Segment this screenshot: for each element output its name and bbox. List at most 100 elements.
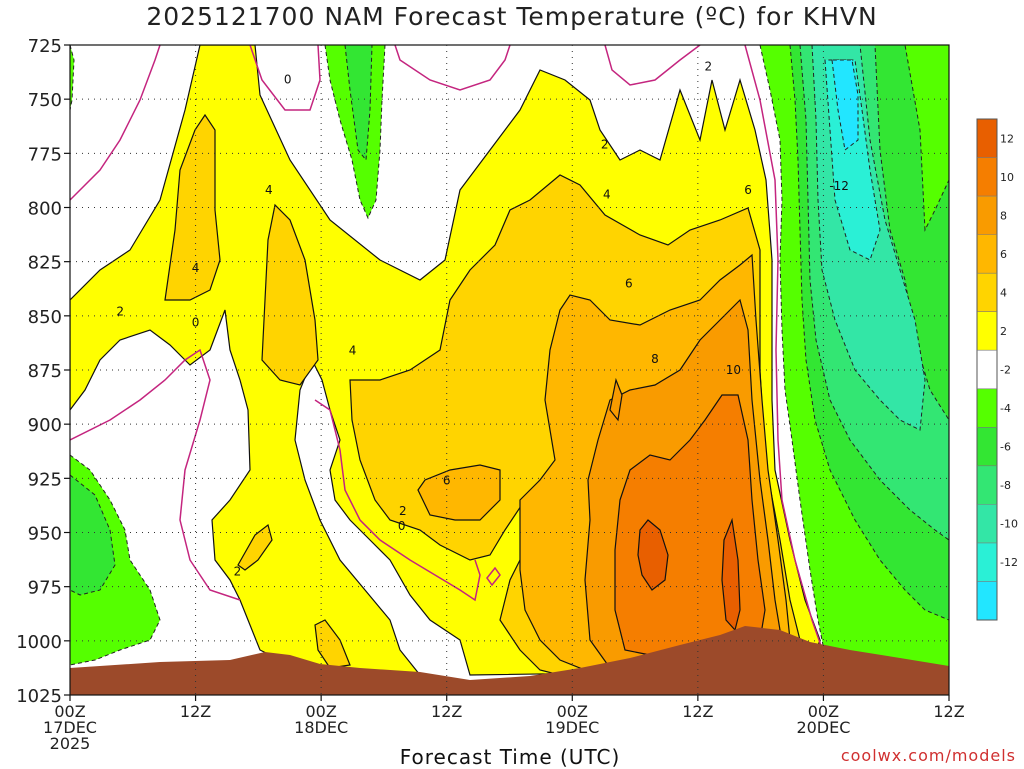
colorbar-label-0: 12 xyxy=(1000,132,1014,145)
temp-region-minus14 xyxy=(831,59,859,151)
contour-label-12: 8 xyxy=(651,352,659,366)
zero-contour-west-2 xyxy=(70,348,241,601)
x-tick-label-24-1: 18DEC xyxy=(294,718,348,737)
plot-area xyxy=(70,45,949,695)
temp-region-8to10-small xyxy=(609,377,623,422)
y-tick-label-850: 850 xyxy=(28,307,62,328)
terrain-surface xyxy=(70,626,949,695)
contour-label-10: 0 xyxy=(192,315,200,329)
x-axis-title: Forecast Time (UTC) xyxy=(399,745,621,769)
colorbar-label-8: -6 xyxy=(1000,441,1011,454)
y-tick-label-975: 975 xyxy=(28,578,62,599)
y-tick-label-750: 750 xyxy=(28,90,62,111)
x-tick-label-72-0: 00Z xyxy=(808,702,839,721)
zero-contour-center xyxy=(314,399,481,602)
contour-label-14: 6 xyxy=(443,474,451,488)
x-tick-label-48-0: 00Z xyxy=(557,702,588,721)
colorbar-label-7: -4 xyxy=(1000,402,1011,415)
x-tick-label-12-0: 12Z xyxy=(180,702,211,721)
colorbar-label-4: 4 xyxy=(1000,286,1007,299)
contour-label-6: -12 xyxy=(829,179,849,193)
temp-region-4to6-small xyxy=(314,619,351,669)
contour-label-8: 6 xyxy=(625,276,633,290)
contour-label-0: 0 xyxy=(284,73,292,87)
temp-region-cold-pocket-topleft xyxy=(70,45,75,111)
colorbar-label-10: -10 xyxy=(1000,518,1018,531)
colorbar-bin-2_4 xyxy=(977,311,997,351)
temp-region-4to6-sw xyxy=(237,523,273,571)
zero-contour-north-2 xyxy=(394,45,511,91)
contour-label-17: 2 xyxy=(234,565,242,579)
y-tick-label-900: 900 xyxy=(28,415,62,436)
colorbar-label-2: 8 xyxy=(1000,209,1007,222)
colorbar-label-9: -8 xyxy=(1000,479,1011,492)
colorbar: 12 10 8 6 4 2 -2 -4 -6 -8 -10 -12 xyxy=(976,118,1018,621)
y-tick-label-950: 950 xyxy=(28,524,62,545)
colorbar-bin--2_2 xyxy=(977,350,997,389)
x-tick-label-84-0: 12Z xyxy=(933,702,964,721)
contour-label-3: 4 xyxy=(265,183,273,197)
contour-label-9: 2 xyxy=(116,305,124,319)
zero-contour-north xyxy=(249,45,321,111)
y-tick-label-800: 800 xyxy=(28,199,62,220)
colorbar-bin--4_-2 xyxy=(977,388,997,428)
temp-region-12to14-b xyxy=(721,517,741,632)
colorbar-bin--10_-8 xyxy=(977,504,997,543)
temp-region-cold-pocket-top-inner xyxy=(344,45,373,162)
contour-label-11: 4 xyxy=(349,344,357,358)
contour-label-13: 10 xyxy=(726,363,741,377)
contour-label-7: 4 xyxy=(192,261,200,275)
x-tick-label-48-1: 19DEC xyxy=(545,718,599,737)
contour-label-4: 4 xyxy=(603,188,611,202)
colorbar-bin-6_8 xyxy=(977,234,997,274)
colorbar-bin-4_6 xyxy=(977,273,997,312)
colorbar-bin--8_-6 xyxy=(977,465,997,505)
grid xyxy=(70,45,949,695)
y-tick-label-1025: 1025 xyxy=(16,686,62,707)
zero-contour-blob xyxy=(486,566,501,587)
y-axis: 725 750 775 800 825 850 875 900 925 950 975 1000 102… xyxy=(16,36,70,707)
y-tick-label-825: 825 xyxy=(28,253,62,274)
source-label: coolwx.com/models xyxy=(840,746,1016,765)
temp-region-4to6-west xyxy=(164,113,221,301)
contour-label-15: 2 xyxy=(399,504,407,518)
y-tick-label-875: 875 xyxy=(28,361,62,382)
chart-title: 2025121700 NAM Forecast Temperature (ºC)… xyxy=(146,2,878,31)
temp-region-4to6-mid xyxy=(261,203,319,386)
zero-contour-front xyxy=(744,45,827,661)
temp-region-6to8-west xyxy=(417,464,501,521)
x-tick-label-0-2: 2025 xyxy=(50,734,91,753)
colorbar-label-1: 10 xyxy=(1000,171,1014,184)
y-tick-label-925: 925 xyxy=(28,469,62,490)
colorbar-label-5: 2 xyxy=(1000,325,1007,338)
y-tick-label-725: 725 xyxy=(28,36,62,57)
x-tick-label-0-1: 17DEC xyxy=(43,718,97,737)
colorbar-bin-12_14 xyxy=(977,119,997,158)
colorbar-frame xyxy=(976,118,998,621)
colorbar-bin--12_-10 xyxy=(977,542,997,582)
colorbar-bin-8_10 xyxy=(977,196,997,235)
colorbar-bin--14_-12 xyxy=(977,581,997,620)
contour-label-5: 6 xyxy=(744,183,752,197)
colorbar-label-6: -2 xyxy=(1000,364,1011,377)
temp-region-cold-pocket-left-inner xyxy=(70,474,116,596)
zero-contour-west xyxy=(70,45,161,201)
contour-label-16: 0 xyxy=(398,519,406,533)
colorbar-label-3: 6 xyxy=(1000,248,1007,261)
y-tick-label-1000: 1000 xyxy=(16,632,62,653)
x-tick-label-36-0: 12Z xyxy=(431,702,462,721)
contour-label-1: 2 xyxy=(705,60,713,74)
colorbar-label-11: -12 xyxy=(1000,556,1018,569)
x-tick-label-24-0: 00Z xyxy=(305,702,336,721)
y-tick-label-775: 775 xyxy=(28,144,62,165)
x-tick-label-60-0: 12Z xyxy=(682,702,713,721)
colorbar-bin-10_12 xyxy=(977,157,997,197)
contour-label-2: 2 xyxy=(601,138,609,152)
zero-contour-east xyxy=(604,45,701,86)
x-tick-label-72-1: 20DEC xyxy=(796,718,850,737)
colorbar-bin--6_-4 xyxy=(977,427,997,466)
temp-region-12to14-a xyxy=(637,519,669,591)
